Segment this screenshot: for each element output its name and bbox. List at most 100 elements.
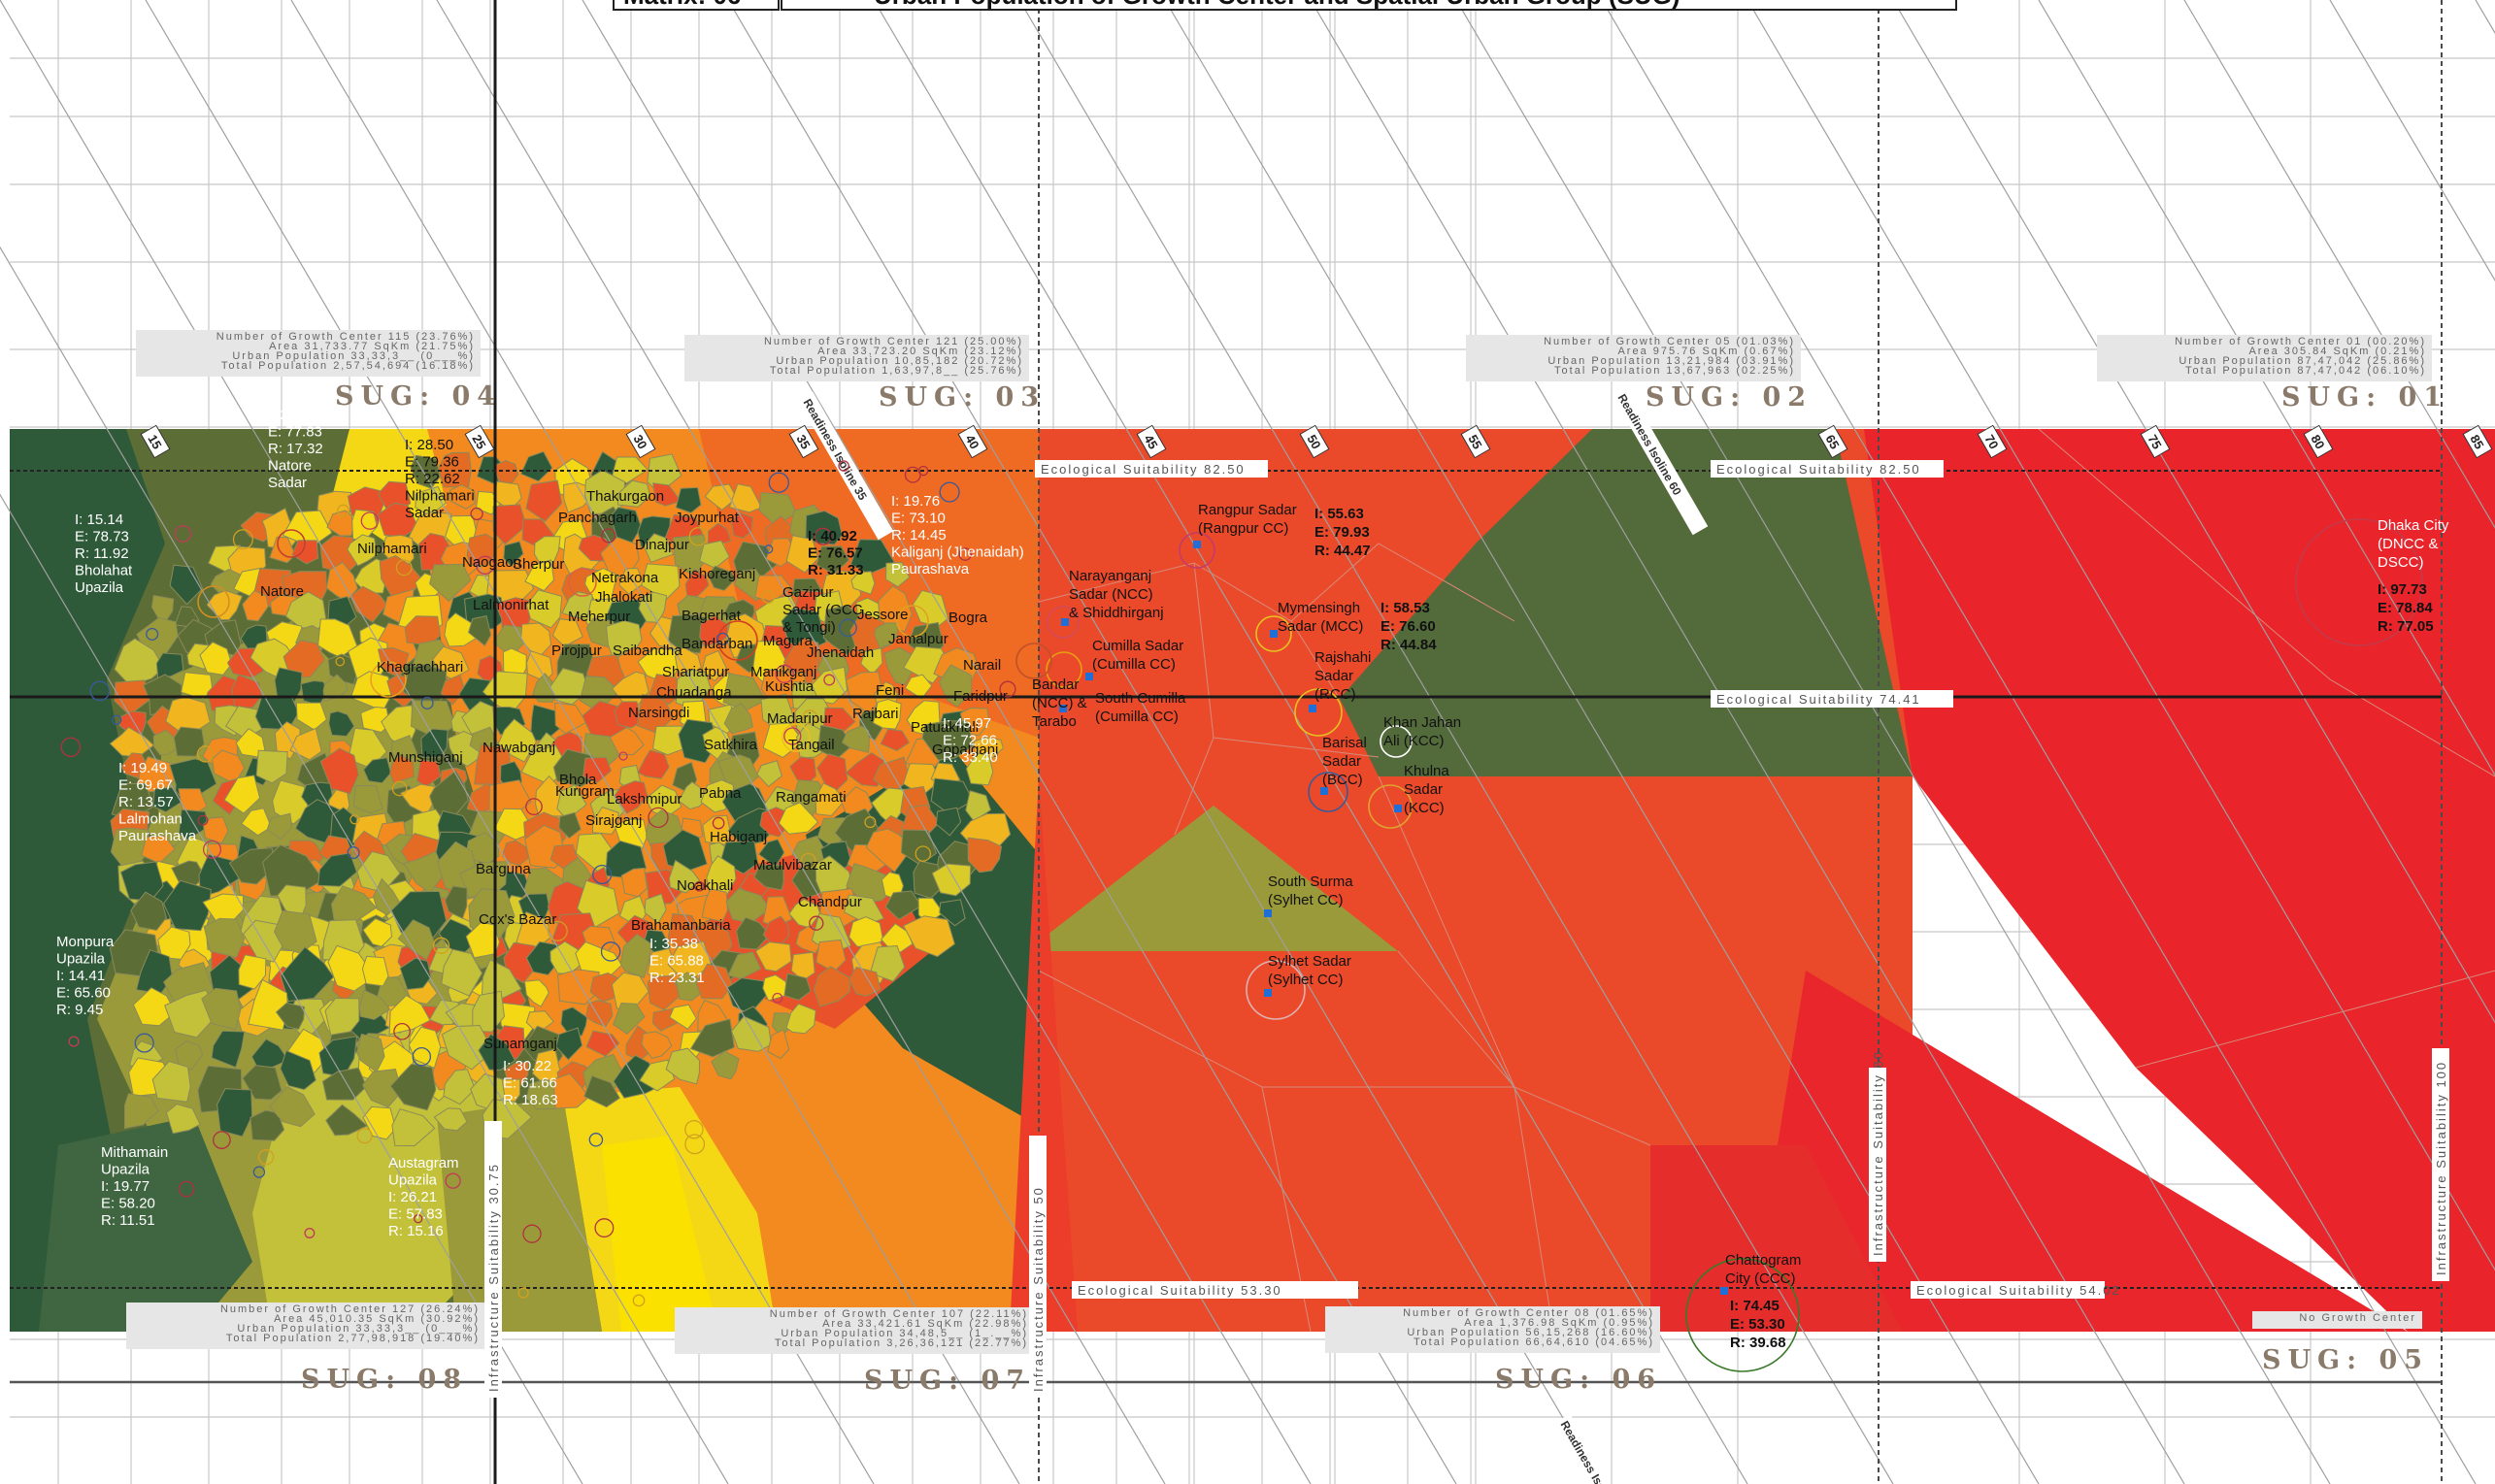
growth-center-cell [391,1108,436,1147]
growth-center-cell [255,749,288,784]
growth-center-cell [360,706,390,734]
index-callout: E: 57.83 [388,1206,443,1223]
growth-center-ring [1368,784,1413,829]
place-label: Feni [876,682,904,699]
isoline [1892,0,2495,1024]
growth-center-cell [675,972,705,1002]
growth-center-cell [347,534,378,567]
index-callout: I: 26.21 [388,1189,437,1205]
growth-center-cell [727,951,762,979]
place-label: Jhenaidah [807,644,874,661]
growth-center-cell [874,622,898,649]
growth-center-cell [583,1074,620,1108]
growth-center-ring [213,1131,231,1149]
isoline [1164,0,2040,1484]
city-label: Sadar [1404,781,1443,798]
isoline-tick: 65 [1817,424,1848,459]
growth-center-ring [768,472,789,493]
place-label: Meherpur [568,609,630,625]
growth-center-cell [248,978,288,1031]
city-label: Bandar [1032,676,1079,693]
growth-center-cell [675,486,702,513]
place-label: Khagrachhari [377,659,463,676]
city-label: I: 97.73 [2378,581,2427,598]
index-callout: R: 11.51 [101,1212,155,1229]
growth-center-ring [432,937,450,954]
city-label: E: 79.93 [1314,524,1370,541]
growth-center-cell [701,888,729,923]
growth-center-cell [689,1018,735,1058]
growth-center-cell [931,863,972,897]
growth-center-cell [695,963,733,1000]
growth-center-ring [632,1294,646,1307]
growth-center-cell [324,997,360,1036]
growth-center-cell [707,565,737,591]
growth-center-cell [361,955,389,987]
city-marker [1264,989,1272,997]
growth-center-cell [362,757,392,784]
place-label: Rangamati [776,789,847,806]
isoline-tick: 55 [1460,424,1491,459]
growth-center-ring [839,618,857,638]
growth-center-cell [865,828,913,874]
sug-info-line: Urban Population 34,48,5__ (1_.__%) [781,1328,1028,1339]
growth-center-cell [641,563,681,601]
city-label: (Cumilla CC) [1092,656,1176,673]
sug-info-box [136,330,481,377]
index-callout: R: 11.92 [75,545,129,562]
sug-info-line: Urban Population 10,85,182 (20.72%) [776,355,1023,367]
growth-center-cell [767,1029,790,1060]
growth-center-cell [883,646,915,685]
place-label: Tangail [788,737,835,753]
city-marker [1264,909,1272,917]
growth-center-ring [782,723,811,752]
place-label: Munshiganj [388,749,463,766]
growth-center-cell [481,959,522,999]
place-label: Narail [963,657,1001,674]
growth-center-cell [291,540,319,565]
growth-center-cell [124,1093,159,1130]
place-label: Thakurgaon [586,488,664,505]
sug-id-label: SUG: 03 [879,382,1046,412]
growth-center-cell [372,877,401,916]
growth-center-ring [775,664,794,683]
growth-center-cell [289,727,322,761]
growth-center-ring [445,1172,461,1189]
suitability-label-box [1911,1281,2105,1299]
growth-center-ring [60,737,82,757]
place-label: Gazipur [782,584,834,601]
city-label: Sadar [1314,668,1353,684]
growth-center-cell [849,539,896,576]
city-label: Rangpur Sadar [1198,502,1297,518]
growth-center-cell [362,1105,397,1140]
growth-center-cell [525,479,563,522]
growth-center-ring [356,1128,373,1144]
sug-info-line: Number of Growth Center 05 (01.03%) [1544,336,1795,347]
suitability-labels: Ecological Suitability 82.50 Ecological S… [484,386,2449,1484]
growth-center-cell [216,1088,253,1138]
city-label: Sadar (NCC) [1069,586,1153,603]
city-label: Tarabo [1032,713,1077,730]
growth-center-cell [114,638,165,687]
growth-center-ring [335,656,346,667]
growth-center-ring [252,1166,266,1178]
growth-center-ring [337,504,349,517]
city-label: (KCC) [1404,800,1445,816]
growth-center-cell [266,812,293,841]
city-label: R: 77.05 [2378,618,2434,635]
growth-center-ring [896,605,929,638]
city-label: (Sylhet CC) [1268,892,1344,908]
place-label: Bogra [948,610,988,626]
place-label: Chuadanga [656,684,732,701]
growth-center-cell [155,652,184,679]
index-callout: Natore [268,458,312,475]
growth-center-cell [762,973,792,1002]
growth-center-cell [678,781,707,810]
city-label: Barisal [1322,735,1367,751]
city-label: (NCC) & [1032,695,1087,711]
city-label: Khan Jahan [1383,714,1461,731]
index-callout: E: 73.10 [891,511,946,527]
sug-info-line: Number of Growth Center 121 (25.00%) [764,336,1023,347]
growth-center-cell [272,779,310,825]
